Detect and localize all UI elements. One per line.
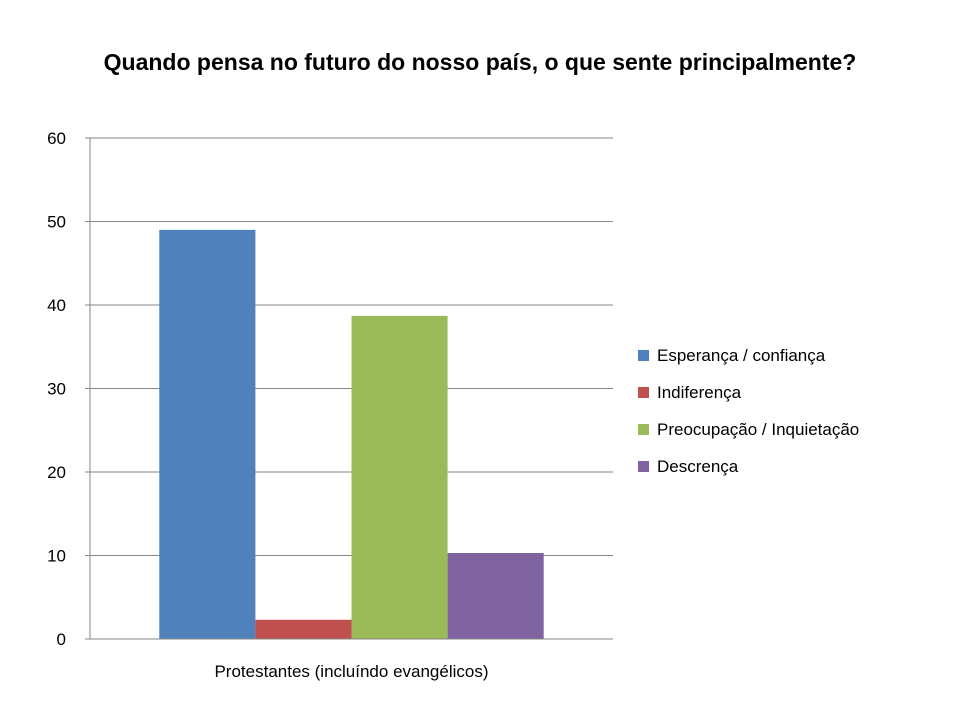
y-tick-label: 10 (47, 547, 66, 566)
legend-swatch (638, 387, 649, 398)
y-tick-label: 60 (47, 129, 66, 148)
legend-label: Preocupação / Inquietação (657, 419, 860, 439)
y-tick-label: 50 (47, 213, 66, 232)
bar-esperan-a-confian-a (159, 229, 256, 639)
legend-item: Preocupação / Inquietação (638, 411, 859, 448)
legend-swatch (638, 350, 649, 361)
legend-label: Esperança / confiança (657, 345, 826, 365)
y-tick-label: 0 (57, 630, 66, 649)
y-tick-label: 20 (47, 463, 66, 482)
y-tick-label: 30 (47, 380, 66, 399)
legend-label: Descrença (657, 456, 739, 476)
legend-swatch (638, 424, 649, 435)
legend-item: Descrença (638, 448, 859, 485)
legend-item: Esperança / confiança (638, 337, 859, 374)
bar-indiferen-a (255, 619, 352, 639)
legend-label: Indiferença (657, 382, 742, 402)
chart-legend: Esperança / confiança Indiferença Preocupa… (638, 337, 859, 485)
x-tick-label: Protestantes (incluíndo evangélicos) (214, 662, 488, 681)
legend-item: Indiferença (638, 374, 859, 411)
bar-descren-a (447, 552, 544, 639)
y-tick-label: 40 (47, 296, 66, 315)
chart-title: Quando pensa no futuro do nosso país, o … (103, 49, 857, 75)
bar-preocupa-o-inquieta-o (351, 315, 448, 639)
legend-swatch (638, 461, 649, 472)
